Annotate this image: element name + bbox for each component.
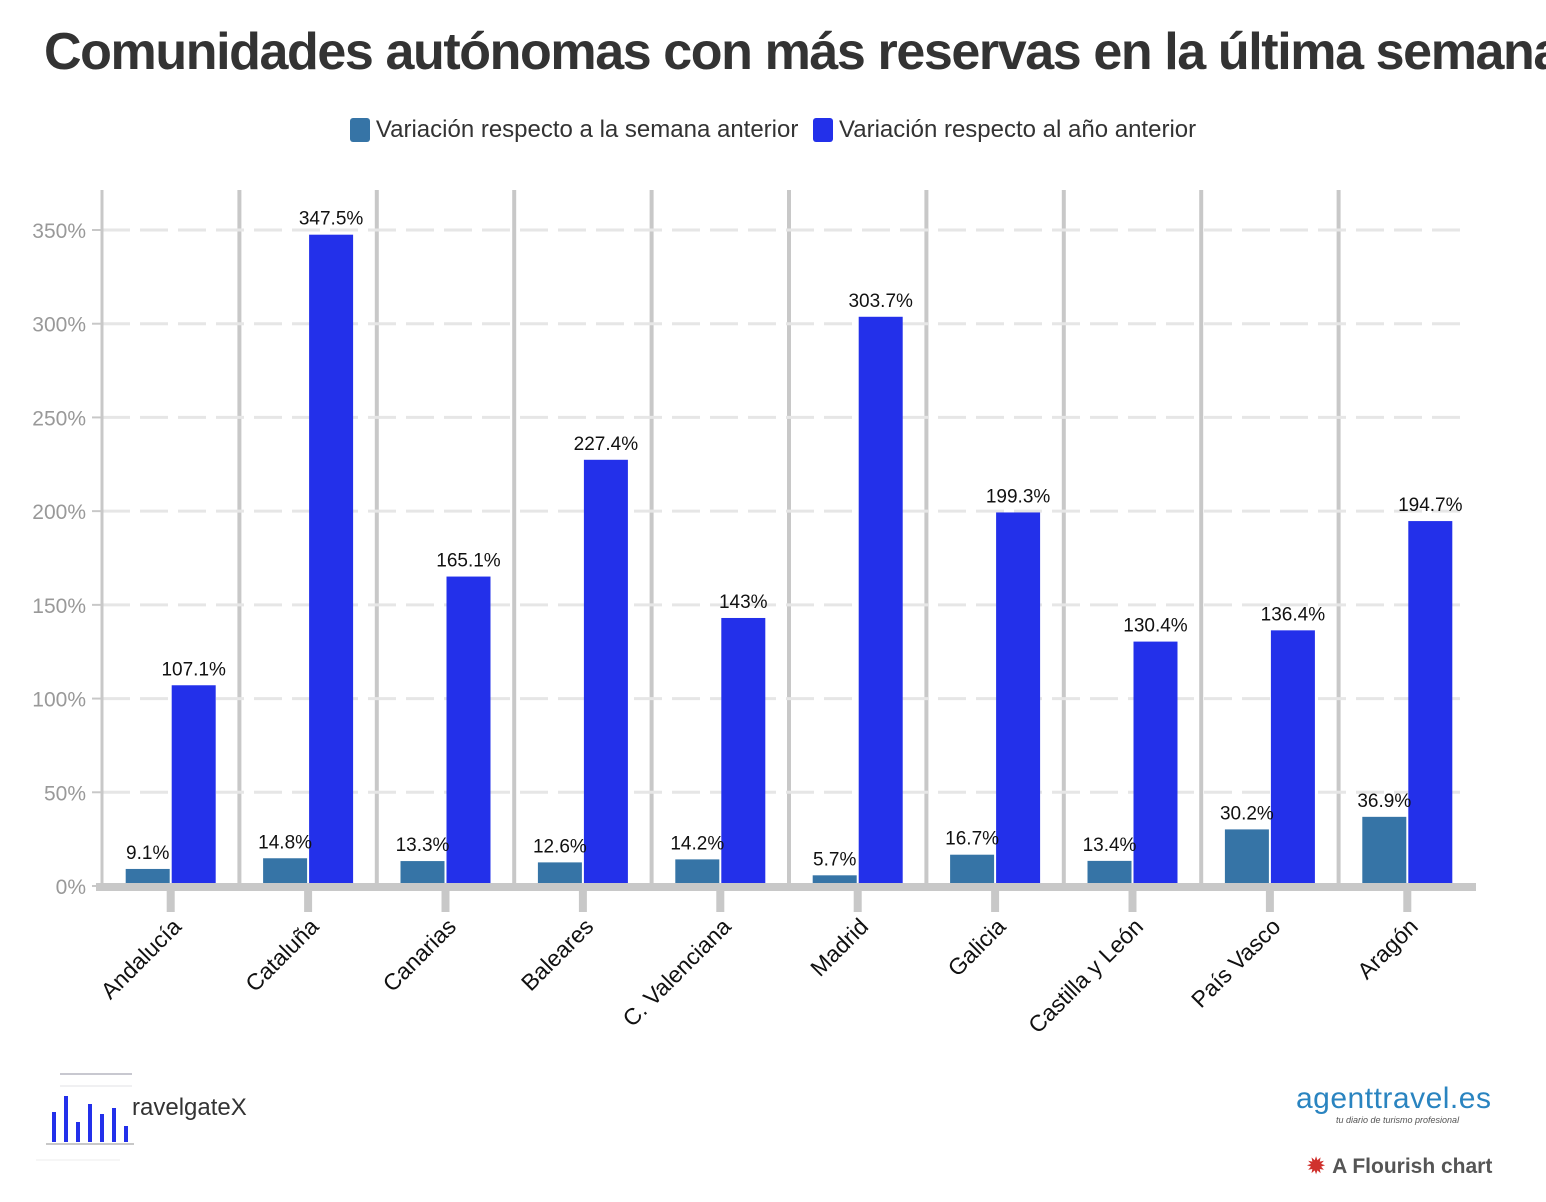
bar-week <box>675 859 720 886</box>
flourish-credit[interactable]: ✹ A Flourish chart <box>1306 1152 1492 1181</box>
source-logo-image <box>30 1066 140 1166</box>
bar-year <box>721 617 766 886</box>
bar-chart: 0% 50% 100% 150% 200% 250% 300% 350% 9.1% 107.1% A… <box>32 190 1476 1038</box>
data-label-year: 107.1% <box>161 659 226 680</box>
data-label-week: 13.4% <box>1083 835 1137 856</box>
y-tick-label: 50% <box>44 782 86 805</box>
bar-week <box>1087 860 1132 886</box>
bar-week <box>400 861 445 886</box>
data-label-week: 14.8% <box>258 832 312 853</box>
data-label-year: 143% <box>719 592 768 613</box>
bar-year <box>309 234 354 886</box>
legend-label-week: Variación respecto a la semana anterior <box>375 116 799 143</box>
bar-year <box>1408 521 1453 886</box>
y-tick-label: 0% <box>56 876 86 899</box>
data-label-week: 30.2% <box>1220 803 1274 824</box>
x-tick-label: Castilla y León <box>1023 913 1148 1038</box>
chart-title: Comunidades autónomas con más reservas e… <box>44 23 1546 81</box>
data-label-year: 227.4% <box>574 434 639 455</box>
legend-item-year[interactable]: Variación respecto al año anterior <box>813 116 1196 144</box>
y-tick-label: 250% <box>32 407 86 430</box>
data-label-week: 13.3% <box>396 835 450 856</box>
data-label-week: 12.6% <box>533 836 587 857</box>
bar-year <box>583 459 628 886</box>
legend-label-year: Variación respecto al año anterior <box>839 116 1197 143</box>
data-label-year: 199.3% <box>986 486 1051 507</box>
data-label-year: 165.1% <box>436 551 501 572</box>
source-text: ravelgateX <box>132 1094 247 1121</box>
y-tick-label: 350% <box>32 220 86 243</box>
x-tick-label: Baleares <box>516 913 599 996</box>
bar-year <box>996 512 1041 886</box>
x-tick-label: Cataluña <box>240 913 324 997</box>
bar-week <box>125 868 170 886</box>
bar-week <box>1224 829 1269 886</box>
x-tick-label: C. Valenciana <box>617 913 736 1032</box>
bar-week <box>537 862 582 886</box>
data-label-week: 14.2% <box>670 833 724 854</box>
data-label-week: 5.7% <box>813 849 856 870</box>
x-axis-line <box>96 883 1476 891</box>
brand-logo[interactable]: agenttravel.es <box>1296 1082 1492 1115</box>
legend-swatch-week <box>349 118 370 142</box>
legend: Variación respecto a la semana anterior … <box>0 116 1546 149</box>
data-label-year: 130.4% <box>1123 616 1188 637</box>
legend-item-week[interactable]: Variación respecto a la semana anterior <box>349 116 799 144</box>
y-tick-label: 200% <box>32 501 86 524</box>
bar-week <box>950 854 995 886</box>
y-tick-label: 300% <box>32 314 86 337</box>
flourish-credit-label: A Flourish chart <box>1332 1154 1493 1178</box>
flourish-icon: ✹ <box>1306 1153 1327 1180</box>
bar-year <box>1270 630 1315 886</box>
bar-year <box>858 316 903 886</box>
data-label-year: 194.7% <box>1398 495 1463 516</box>
x-tick-label: Canarias <box>378 913 461 996</box>
bar-year <box>1133 641 1178 886</box>
y-tick-label: 150% <box>32 595 86 618</box>
data-label-year: 136.4% <box>1261 604 1326 625</box>
data-label-week: 16.7% <box>945 829 999 850</box>
x-tick-label: Madrid <box>805 913 873 981</box>
data-label-week: 9.1% <box>126 843 169 864</box>
bar-week <box>1362 816 1407 886</box>
data-label-week: 36.9% <box>1357 791 1411 812</box>
bar-week <box>812 875 857 886</box>
x-tick-label: Galicia <box>943 913 1011 981</box>
x-tick-label: País Vasco <box>1186 913 1285 1012</box>
bar-week <box>263 858 308 886</box>
x-tick-label: Aragón <box>1352 913 1423 984</box>
data-label-year: 303.7% <box>848 291 913 312</box>
data-label-year: 347.5% <box>299 209 364 230</box>
bar-year <box>446 576 491 886</box>
brand-tagline: tu diario de turismo profesional <box>1336 1115 1460 1125</box>
y-tick-label: 100% <box>32 689 86 712</box>
x-tick-label: Andalucía <box>96 913 187 1004</box>
legend-swatch-year <box>813 118 834 142</box>
bar-year <box>171 685 216 886</box>
